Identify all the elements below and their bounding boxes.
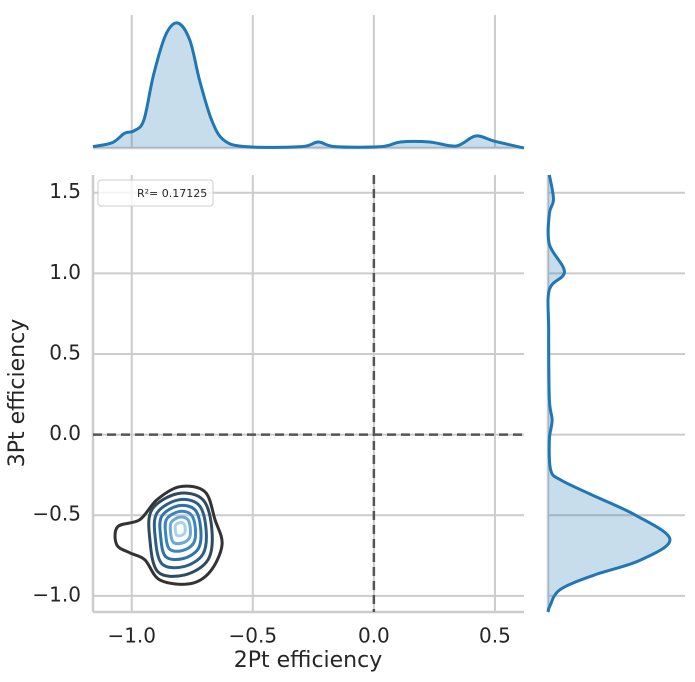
kde-contour [158, 503, 203, 562]
y-tick-label: 1.0 [49, 260, 81, 284]
x-axis-label: 2Pt efficiency [234, 648, 383, 673]
y-axis-label: 3Pt efficiency [5, 319, 30, 468]
kde-contour [147, 491, 214, 578]
legend-label: R²= 0.17125 [137, 187, 207, 200]
x-tick-label: 0.5 [479, 624, 511, 648]
y-tick-label: 0.0 [49, 421, 81, 445]
marginal-line [546, 174, 672, 613]
x-tick-label: −1.0 [107, 624, 156, 648]
marginal-line [92, 21, 525, 150]
kde-contour [168, 515, 192, 546]
marginal-area [93, 22, 524, 148]
y-tick-label: −1.0 [32, 582, 81, 606]
marginal-area [547, 175, 670, 612]
y-tick-label: 1.5 [49, 179, 81, 203]
kde-contour [113, 484, 224, 586]
y-tick-label: −0.5 [32, 502, 81, 526]
kde-contour [173, 521, 187, 538]
y-tick-label: 0.5 [49, 340, 81, 364]
legend-box [97, 179, 214, 207]
x-tick-label: 0.0 [358, 624, 390, 648]
x-tick-label: −0.5 [229, 624, 278, 648]
kde-contour [152, 497, 208, 570]
kde-contour [163, 509, 198, 553]
